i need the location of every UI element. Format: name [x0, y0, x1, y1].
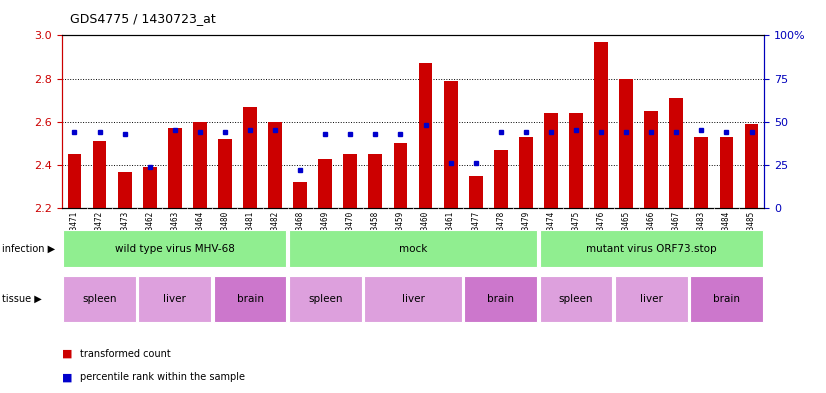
Bar: [695, 137, 708, 208]
Bar: [293, 182, 307, 208]
Text: GSM1243476: GSM1243476: [596, 211, 605, 257]
Text: liver: liver: [164, 294, 186, 304]
Text: GSM1243479: GSM1243479: [521, 211, 530, 257]
Text: GSM1243467: GSM1243467: [672, 211, 681, 257]
Bar: [669, 98, 683, 208]
Text: GSM1243470: GSM1243470: [346, 211, 355, 257]
Bar: [615, 276, 687, 321]
Bar: [243, 107, 257, 208]
Text: GSM1243484: GSM1243484: [722, 211, 731, 257]
Text: GSM1243466: GSM1243466: [647, 211, 656, 257]
Bar: [368, 154, 382, 208]
Text: GSM1243473: GSM1243473: [120, 211, 129, 257]
Bar: [118, 171, 131, 208]
Text: brain: brain: [487, 294, 515, 304]
Bar: [539, 230, 762, 267]
Bar: [419, 63, 433, 208]
Bar: [193, 122, 206, 208]
Bar: [218, 139, 232, 208]
Bar: [268, 122, 282, 208]
Bar: [620, 79, 633, 208]
Bar: [393, 143, 407, 208]
Bar: [690, 276, 762, 321]
Text: GSM1243478: GSM1243478: [496, 211, 506, 257]
Text: GSM1243481: GSM1243481: [245, 211, 254, 257]
Bar: [139, 276, 211, 321]
Bar: [544, 113, 558, 208]
Text: tissue ▶: tissue ▶: [2, 294, 41, 304]
Text: GSM1243485: GSM1243485: [747, 211, 756, 257]
Text: GSM1243471: GSM1243471: [70, 211, 79, 257]
Text: mock: mock: [399, 244, 427, 253]
Bar: [464, 276, 537, 321]
Text: spleen: spleen: [558, 294, 593, 304]
Bar: [93, 141, 107, 208]
Bar: [539, 276, 612, 321]
Text: spleen: spleen: [308, 294, 343, 304]
Bar: [644, 111, 658, 208]
Text: mutant virus ORF73.stop: mutant virus ORF73.stop: [586, 244, 716, 253]
Bar: [68, 154, 82, 208]
Text: GSM1243464: GSM1243464: [196, 211, 204, 257]
Bar: [569, 113, 583, 208]
Bar: [519, 137, 533, 208]
Text: GSM1243480: GSM1243480: [221, 211, 230, 257]
Bar: [289, 276, 362, 321]
Text: brain: brain: [713, 294, 740, 304]
Text: ■: ■: [62, 372, 73, 382]
Bar: [64, 276, 136, 321]
Bar: [494, 150, 508, 208]
Bar: [143, 167, 157, 208]
Text: ■: ■: [62, 349, 73, 359]
Text: GSM1243461: GSM1243461: [446, 211, 455, 257]
Text: GSM1243462: GSM1243462: [145, 211, 154, 257]
Bar: [289, 230, 537, 267]
Bar: [344, 154, 357, 208]
Text: spleen: spleen: [83, 294, 116, 304]
Text: GSM1243465: GSM1243465: [622, 211, 630, 257]
Bar: [214, 276, 287, 321]
Text: GDS4775 / 1430723_at: GDS4775 / 1430723_at: [70, 12, 216, 25]
Bar: [594, 42, 608, 208]
Bar: [469, 176, 482, 208]
Text: brain: brain: [236, 294, 263, 304]
Bar: [364, 276, 462, 321]
Text: liver: liver: [640, 294, 662, 304]
Text: transformed count: transformed count: [80, 349, 171, 359]
Bar: [444, 81, 458, 208]
Text: GSM1243474: GSM1243474: [547, 211, 555, 257]
Text: GSM1243469: GSM1243469: [320, 211, 330, 257]
Text: GSM1243458: GSM1243458: [371, 211, 380, 257]
Text: GSM1243475: GSM1243475: [572, 211, 581, 257]
Text: GSM1243477: GSM1243477: [471, 211, 480, 257]
Text: GSM1243460: GSM1243460: [421, 211, 430, 257]
Text: GSM1243468: GSM1243468: [296, 211, 305, 257]
Text: GSM1243463: GSM1243463: [170, 211, 179, 257]
Text: GSM1243483: GSM1243483: [697, 211, 706, 257]
Bar: [744, 124, 758, 208]
Bar: [168, 129, 182, 208]
Text: liver: liver: [401, 294, 425, 304]
Text: wild type virus MHV-68: wild type virus MHV-68: [115, 244, 235, 253]
Bar: [318, 158, 332, 208]
Text: GSM1243472: GSM1243472: [95, 211, 104, 257]
Bar: [64, 230, 287, 267]
Bar: [719, 137, 733, 208]
Text: infection ▶: infection ▶: [2, 244, 55, 253]
Text: GSM1243459: GSM1243459: [396, 211, 405, 257]
Text: GSM1243482: GSM1243482: [271, 211, 279, 257]
Text: percentile rank within the sample: percentile rank within the sample: [80, 372, 245, 382]
